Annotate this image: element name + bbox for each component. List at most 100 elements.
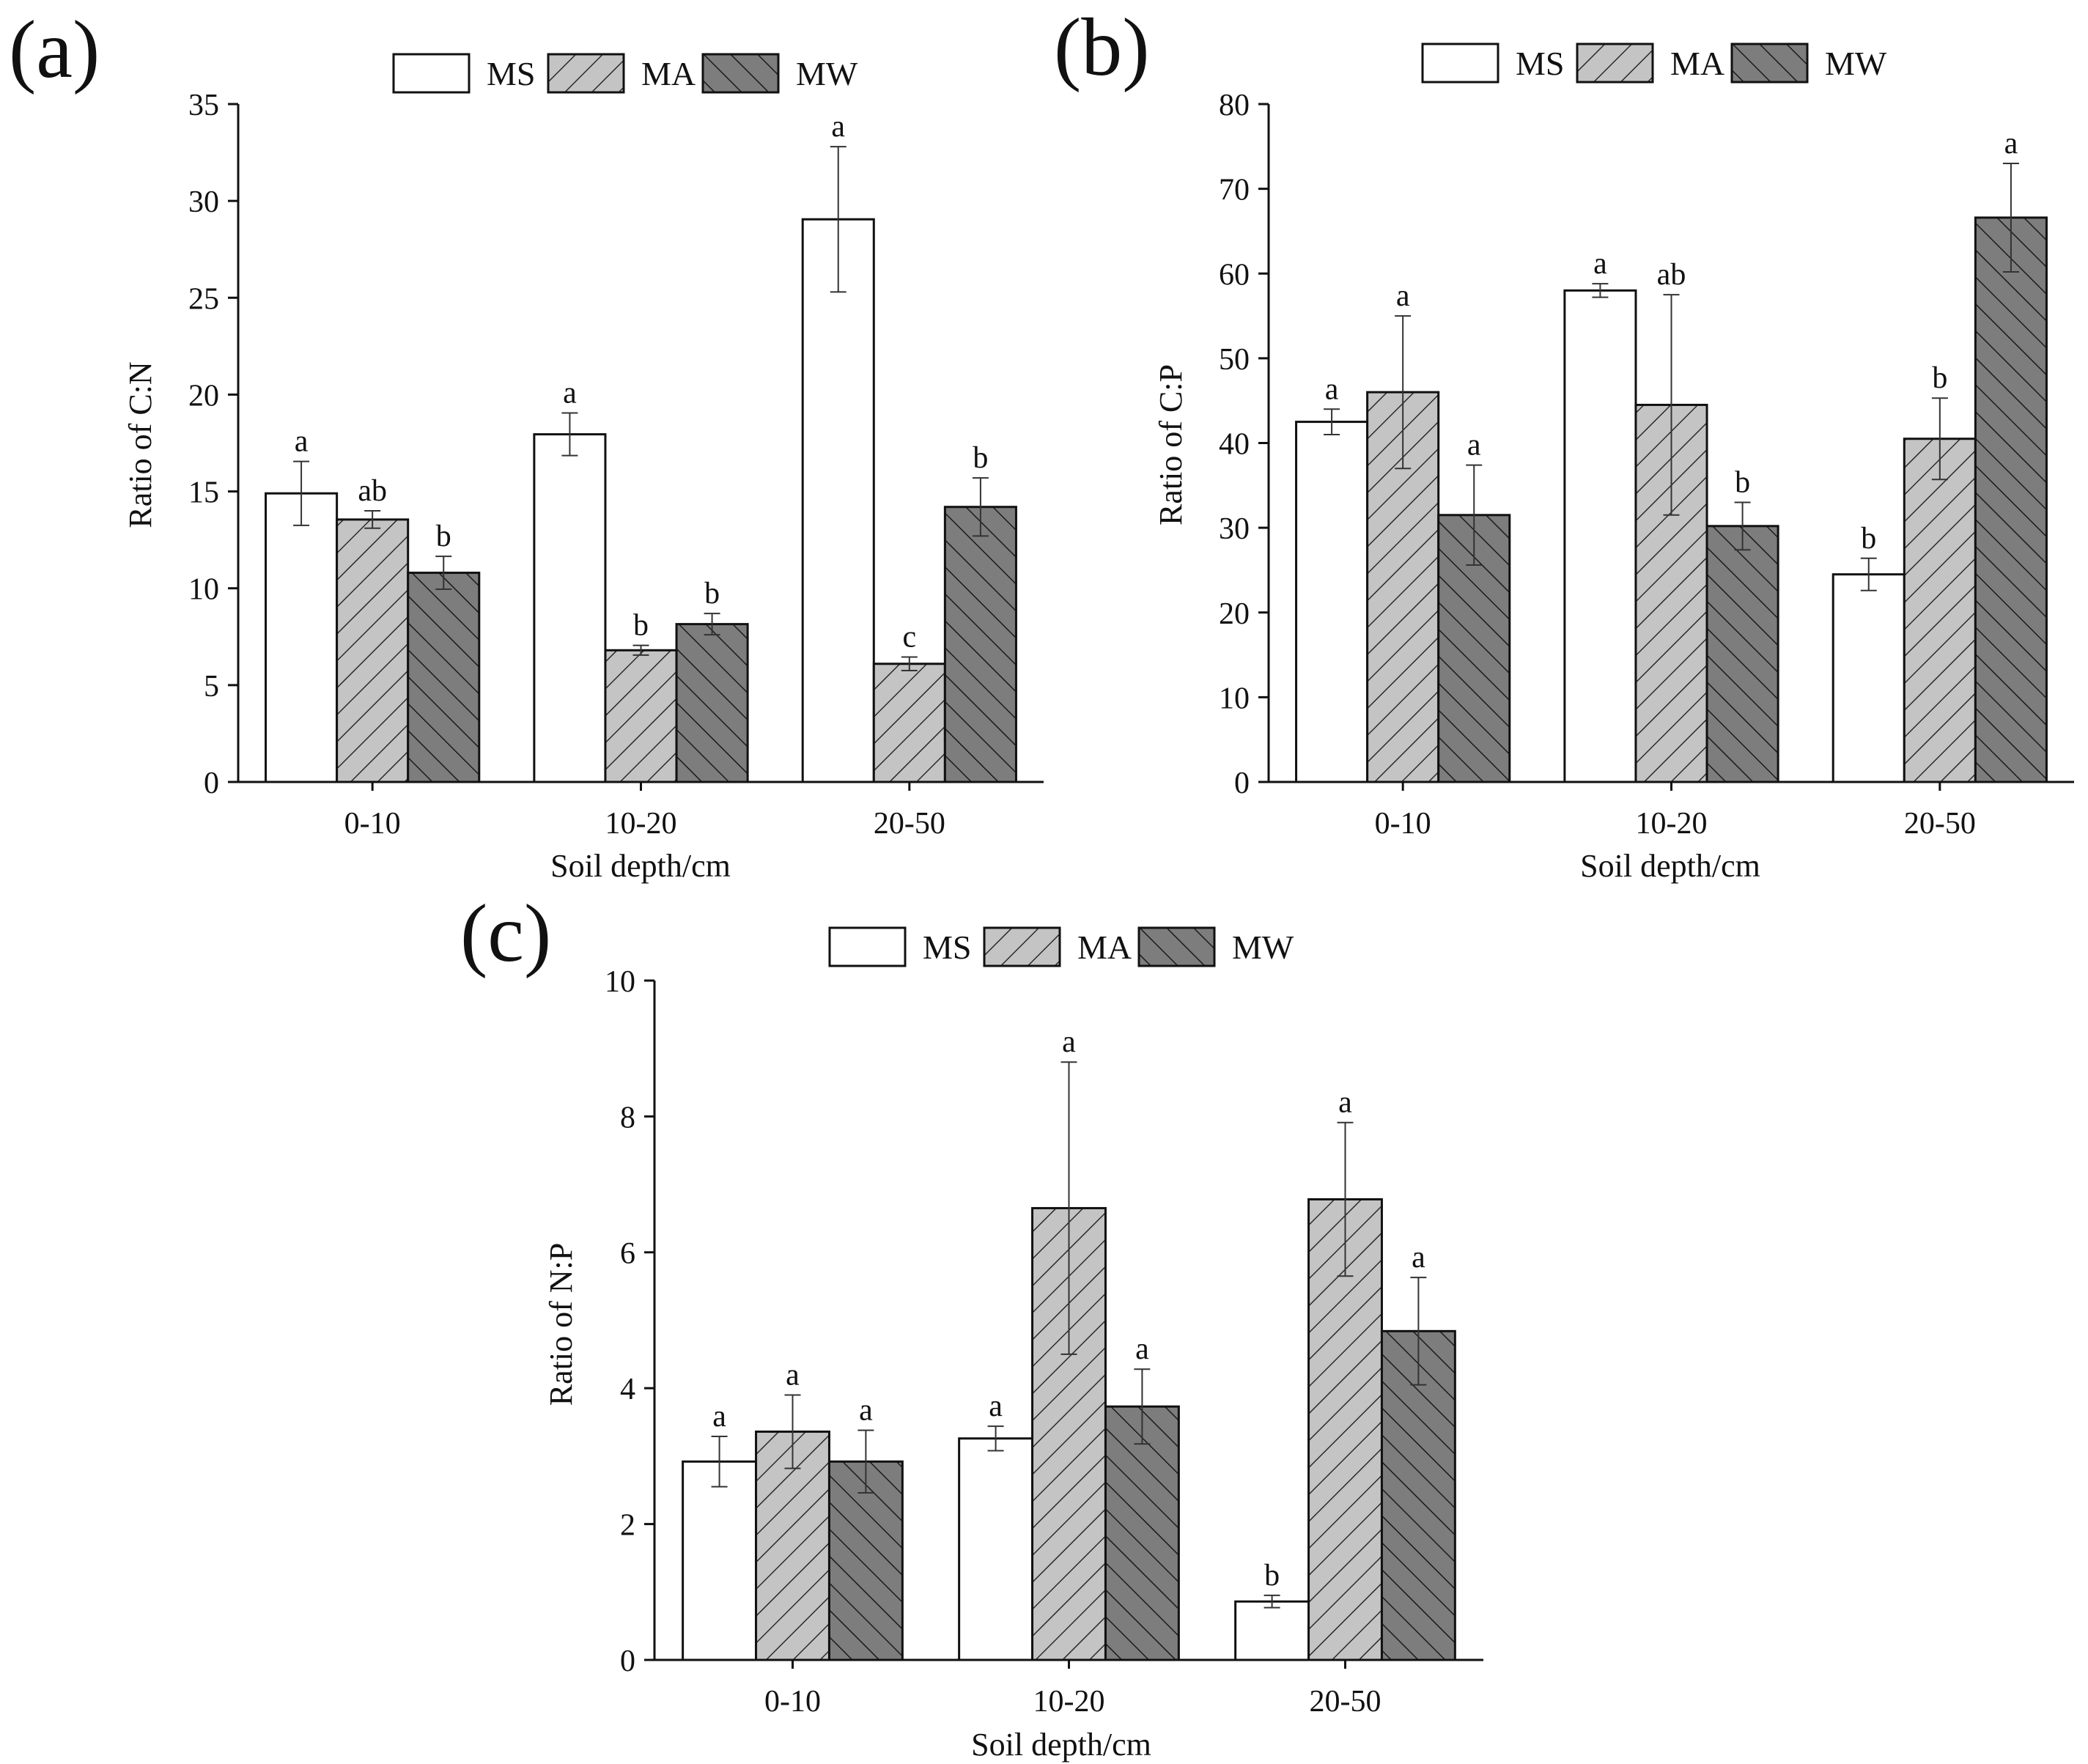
y-tick-label: 40 (1219, 428, 1250, 462)
legend: MS MA MW (1421, 43, 1887, 84)
error-bar-mw-20-50 (2002, 162, 2019, 273)
x-tick-label: 10-20 (1636, 807, 1708, 841)
y-tick-label: 0 (204, 767, 219, 800)
significance-letter-ms-20-50: a (831, 110, 845, 144)
significance-letter-ms-20-50: b (1861, 522, 1876, 556)
x-axis-label: Soil depth/cm (971, 1727, 1151, 1763)
error-bar-ms-0-10 (293, 460, 310, 526)
error-bar-ma-0-10 (784, 1394, 801, 1469)
y-tick-label: 5 (204, 670, 219, 704)
y-tick-label: 35 (188, 89, 219, 122)
legend-item-ms: MS (392, 53, 535, 94)
y-tick-label: 80 (1219, 89, 1250, 122)
error-bar-ma-20-50 (1931, 397, 1948, 481)
legend-label-ms: MS (487, 55, 535, 92)
significance-letter-mw-20-50: b (973, 441, 988, 475)
bar-ma-0-10 (336, 518, 410, 783)
x-axis-label: Soil depth/cm (1580, 848, 1760, 884)
error-bar-ms-10-20 (561, 412, 578, 457)
y-tick-label: 20 (1219, 597, 1250, 631)
significance-letter-ms-0-10: a (1325, 372, 1339, 406)
error-bar-mw-20-50 (1410, 1277, 1427, 1386)
error-bar-mw-0-10 (1466, 464, 1483, 566)
bar-ma-10-20 (604, 649, 678, 783)
y-tick-label: 30 (1219, 512, 1250, 546)
legend-label-ms: MS (923, 929, 971, 966)
y-tick-label: 20 (188, 379, 219, 413)
y-tick-label: 50 (1219, 343, 1250, 377)
legend-label-ma: MA (1077, 929, 1132, 966)
bar-ms-20-50 (801, 218, 875, 783)
x-tick-label: 20-50 (1310, 1685, 1381, 1719)
legend-swatch-ma (547, 53, 625, 94)
error-bar-mw-10-20 (1134, 1368, 1151, 1445)
legend-swatch-mw (1137, 926, 1216, 967)
error-bar-ma-0-10 (1395, 315, 1412, 470)
y-tick-label: 2 (620, 1509, 635, 1543)
legend-label-mw: MW (1232, 929, 1294, 966)
bar-ms-0-10 (1295, 421, 1369, 783)
legend-swatch-mw (1730, 43, 1809, 84)
significance-letter-ma-0-10: ab (358, 474, 387, 508)
y-tick-label: 60 (1219, 258, 1250, 292)
x-tick-label: 0-10 (344, 807, 401, 841)
significance-letter-mw-20-50: a (1412, 1241, 1425, 1274)
bar-ms-0-10 (682, 1460, 758, 1661)
significance-letter-ms-0-10: a (712, 1400, 726, 1433)
legend-item-ma: MA (983, 926, 1132, 967)
y-tick-label: 0 (620, 1645, 635, 1678)
legend-label-ms: MS (1516, 45, 1564, 82)
panel-label: (a) (9, 4, 100, 95)
legend-item-ma: MA (547, 53, 696, 94)
bar-ms-0-10 (265, 492, 339, 783)
error-bar-ms-10-20 (1592, 283, 1609, 298)
legend-swatch-ma (983, 926, 1061, 967)
bar-ms-20-50 (1831, 573, 1906, 783)
bar-mw-10-20 (675, 623, 749, 783)
panel-label: (b) (1054, 2, 1150, 93)
significance-letter-ms-10-20: a (563, 377, 577, 410)
bar-ms-20-50 (1234, 1600, 1310, 1661)
y-tick-label: 0 (1234, 767, 1250, 800)
significance-letter-ma-20-50: c (903, 621, 917, 654)
legend-swatch-ms (1421, 43, 1499, 84)
x-tick-label: 0-10 (1375, 807, 1431, 841)
legend-swatch-ms (392, 53, 471, 94)
error-bar-mw-0-10 (435, 556, 452, 591)
error-bar-mw-10-20 (704, 613, 720, 636)
error-bar-ms-0-10 (1324, 408, 1340, 435)
significance-letter-ms-10-20: a (989, 1390, 1003, 1423)
x-tick-label: 10-20 (605, 807, 677, 841)
panel-label: (c) (460, 888, 551, 979)
y-tick-label: 30 (188, 185, 219, 219)
x-tick-label: 20-50 (1904, 807, 1976, 841)
legend-item-mw: MW (701, 53, 858, 94)
y-tick-label: 10 (605, 965, 635, 999)
significance-letter-mw-0-10: a (859, 1394, 873, 1428)
chart-panel-a: (a) MS MA MW Ratio of C:N Soil depth/cm … (9, 4, 1044, 884)
y-tick-label: 25 (188, 282, 219, 316)
x-tick-label: 20-50 (874, 807, 945, 841)
legend-item-ms: MS (1421, 43, 1564, 84)
legend-item-mw: MW (1137, 926, 1294, 967)
significance-letter-ms-0-10: a (295, 425, 309, 459)
significance-letter-ma-0-10: a (786, 1358, 800, 1392)
legend: MS MA MW (392, 53, 858, 94)
significance-letter-ma-20-50: a (1338, 1086, 1352, 1120)
bar-ms-10-20 (958, 1437, 1034, 1661)
y-tick-label: 10 (188, 573, 219, 607)
significance-letter-mw-10-20: b (704, 577, 720, 610)
x-tick-label: 10-20 (1033, 1685, 1105, 1719)
error-bar-ms-10-20 (987, 1425, 1004, 1452)
significance-letter-mw-10-20: a (1135, 1332, 1149, 1366)
error-bar-mw-10-20 (1734, 501, 1751, 551)
significance-letter-ms-20-50: b (1264, 1559, 1280, 1593)
legend-item-ma: MA (1576, 43, 1724, 84)
y-tick-label: 6 (620, 1237, 635, 1271)
significance-letter-ma-20-50: b (1932, 361, 1947, 395)
legend-label-ma: MA (1670, 45, 1724, 82)
error-bar-ms-0-10 (711, 1436, 728, 1488)
y-axis-label: Ratio of N:P (543, 1243, 579, 1406)
error-bar-mw-0-10 (857, 1429, 874, 1494)
bar-ma-20-50 (1903, 438, 1977, 783)
